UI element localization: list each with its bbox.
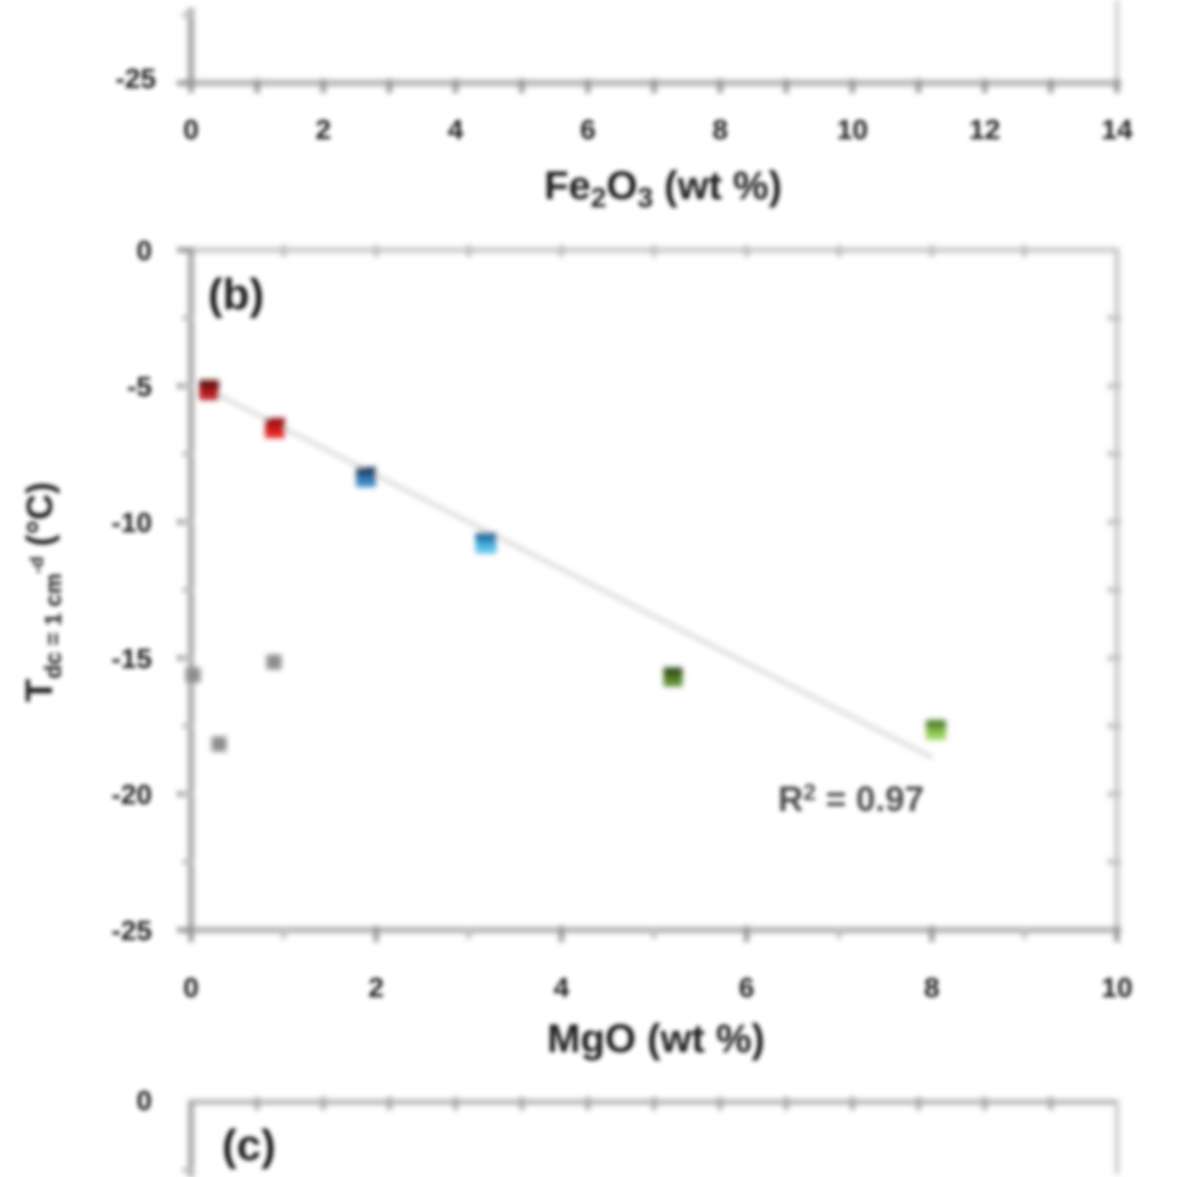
svg-text:10: 10 (837, 114, 868, 145)
svg-text:-25: -25 (112, 915, 152, 946)
svg-text:-10: -10 (112, 507, 152, 538)
svg-text:12: 12 (969, 114, 1000, 145)
svg-text:R2 = 0.97: R2 = 0.97 (778, 779, 924, 819)
svg-text:-20: -20 (112, 779, 152, 810)
svg-text:Fe2O3 (wt %): Fe2O3 (wt %) (544, 164, 782, 213)
svg-text:(c): (c) (222, 1121, 276, 1170)
svg-text:-25: -25 (116, 63, 156, 94)
svg-text:4: 4 (554, 972, 570, 1003)
svg-text:-15: -15 (112, 643, 152, 674)
svg-text:4: 4 (448, 114, 464, 145)
svg-text:0: 0 (136, 1085, 152, 1116)
svg-text:6: 6 (739, 972, 755, 1003)
svg-text:10: 10 (1101, 972, 1132, 1003)
svg-text:2: 2 (315, 114, 331, 145)
svg-text:8: 8 (924, 972, 940, 1003)
svg-text:2: 2 (368, 972, 384, 1003)
svg-text:(b): (b) (208, 270, 264, 319)
svg-text:-5: -5 (127, 371, 152, 402)
svg-text:6: 6 (580, 114, 596, 145)
svg-text:MgO (wt %): MgO (wt %) (547, 1017, 765, 1061)
svg-text:0: 0 (183, 972, 199, 1003)
svg-text:0: 0 (136, 235, 152, 266)
svg-text:8: 8 (712, 114, 728, 145)
svg-text:14: 14 (1101, 114, 1133, 145)
svg-text:0: 0 (183, 114, 199, 145)
